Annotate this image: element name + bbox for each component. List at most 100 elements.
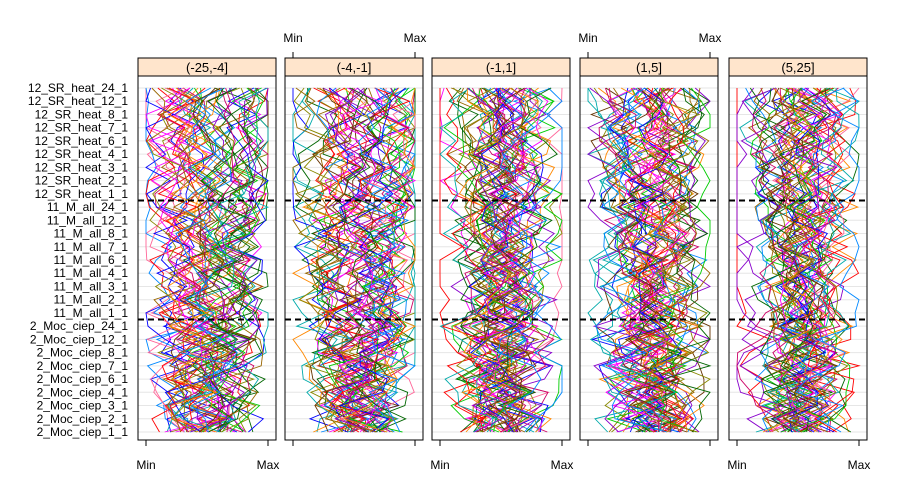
series-line bbox=[736, 88, 774, 433]
series-line bbox=[145, 87, 193, 433]
variable-label: 2_Moc_ciep_8_1 bbox=[37, 346, 129, 360]
series-line bbox=[507, 87, 563, 433]
variable-label: 11_M_all_1_1 bbox=[53, 306, 128, 320]
series-line bbox=[751, 87, 831, 433]
series-line bbox=[304, 87, 356, 433]
series-line bbox=[453, 87, 529, 433]
series-line bbox=[310, 87, 368, 433]
variable-label: 2_Moc_ciep_1_1 bbox=[37, 425, 129, 439]
series-line bbox=[292, 87, 354, 433]
series-line bbox=[292, 87, 377, 433]
series-line bbox=[664, 87, 711, 433]
variable-label: 2_Moc_ciep_4_1 bbox=[37, 385, 129, 399]
panel-strip-label: (-4,-1] bbox=[337, 60, 372, 75]
panel-border bbox=[431, 75, 571, 441]
series-line bbox=[620, 87, 700, 433]
variable-label: 12_SR_heat_8_1 bbox=[35, 107, 129, 121]
series-line bbox=[628, 87, 683, 433]
variable-label: 2_Moc_ciep_7_1 bbox=[37, 359, 129, 373]
series-line bbox=[471, 87, 525, 433]
series-line bbox=[639, 87, 701, 433]
series-line bbox=[473, 87, 544, 433]
series-line bbox=[482, 87, 556, 433]
variable-label: 11_M_all_8_1 bbox=[53, 227, 128, 241]
variable-label: 2_Moc_ciep_24_1 bbox=[30, 319, 128, 333]
series-line bbox=[352, 87, 417, 433]
series-line bbox=[587, 87, 647, 433]
variable-label: 2_Moc_ciep_3_1 bbox=[37, 399, 129, 413]
series-line bbox=[352, 87, 416, 433]
series-line bbox=[482, 87, 534, 433]
series-line bbox=[157, 87, 205, 433]
variable-label: 11_M_all_4_1 bbox=[53, 266, 128, 280]
tick-label: Max bbox=[848, 458, 871, 472]
series-line bbox=[778, 87, 849, 433]
tick-label: Min bbox=[283, 31, 302, 45]
series-line bbox=[627, 87, 685, 433]
series-line bbox=[736, 87, 799, 433]
series-line bbox=[751, 87, 802, 433]
panel: (1,5] Min Max bbox=[578, 31, 721, 446]
panel: (5,25] Min Max bbox=[727, 57, 871, 472]
series-line bbox=[745, 87, 799, 433]
series-line bbox=[614, 87, 680, 433]
tick-label: Max bbox=[551, 458, 574, 472]
series-line bbox=[292, 87, 364, 433]
panels: (-25,-4]Min Max(-4,-1]Min Max(-1,1]Min Max(… bbox=[136, 31, 870, 472]
series-line bbox=[193, 87, 267, 433]
series-line bbox=[342, 87, 417, 433]
series-line bbox=[605, 87, 670, 433]
series-line bbox=[210, 87, 269, 433]
series-line bbox=[191, 87, 239, 433]
series-line bbox=[787, 87, 860, 433]
series-line bbox=[595, 87, 667, 433]
series-line bbox=[145, 87, 202, 433]
series-line bbox=[443, 87, 531, 433]
series-line bbox=[208, 87, 257, 433]
variable-label: 12_SR_heat_3_1 bbox=[35, 160, 129, 174]
series-line bbox=[631, 87, 691, 433]
tick-label: Max bbox=[699, 31, 722, 45]
series-line bbox=[293, 87, 349, 433]
series-line bbox=[145, 87, 188, 433]
series-line bbox=[170, 87, 229, 433]
series-line bbox=[795, 87, 860, 433]
series-line bbox=[632, 87, 684, 433]
series-line bbox=[605, 87, 680, 433]
variable-label: 12_SR_heat_2_1 bbox=[35, 174, 129, 188]
panel-strip-label: (-1,1] bbox=[486, 60, 516, 75]
variable-label: 12_SR_heat_1_1 bbox=[35, 187, 129, 201]
series-line bbox=[762, 87, 822, 433]
series-line bbox=[488, 87, 553, 433]
panel-border bbox=[728, 75, 868, 441]
series-line bbox=[160, 87, 229, 433]
series-line bbox=[486, 87, 542, 433]
series-line bbox=[146, 87, 197, 433]
series-line bbox=[317, 87, 372, 433]
series-line bbox=[766, 87, 860, 433]
panel-strip-label: (1,5] bbox=[636, 60, 662, 75]
variable-label: 11_M_all_12_1 bbox=[47, 213, 129, 227]
series-line bbox=[181, 87, 229, 433]
series-line bbox=[199, 87, 269, 433]
variable-label: 12_SR_heat_4_1 bbox=[35, 147, 129, 161]
variable-label: 2_Moc_ciep_2_1 bbox=[37, 412, 129, 426]
series-line bbox=[345, 87, 398, 433]
variable-label: 11_M_all_24_1 bbox=[47, 200, 129, 214]
series-line bbox=[199, 87, 264, 433]
series-line bbox=[151, 87, 210, 433]
series-line bbox=[358, 87, 416, 433]
series-line bbox=[439, 87, 498, 433]
series-line bbox=[772, 87, 830, 433]
variable-label: 2_Moc_ciep_12_1 bbox=[30, 332, 128, 346]
variable-label: 12_SR_heat_12_1 bbox=[28, 94, 128, 108]
panel-border bbox=[579, 75, 719, 441]
series-line bbox=[446, 87, 520, 433]
series-line bbox=[637, 87, 710, 433]
series-line bbox=[339, 87, 407, 433]
tick-label: Min bbox=[727, 458, 746, 472]
variable-label: 12_SR_heat_7_1 bbox=[35, 121, 129, 135]
series-line bbox=[208, 87, 263, 433]
series-line bbox=[497, 87, 552, 433]
series-line bbox=[494, 87, 544, 433]
